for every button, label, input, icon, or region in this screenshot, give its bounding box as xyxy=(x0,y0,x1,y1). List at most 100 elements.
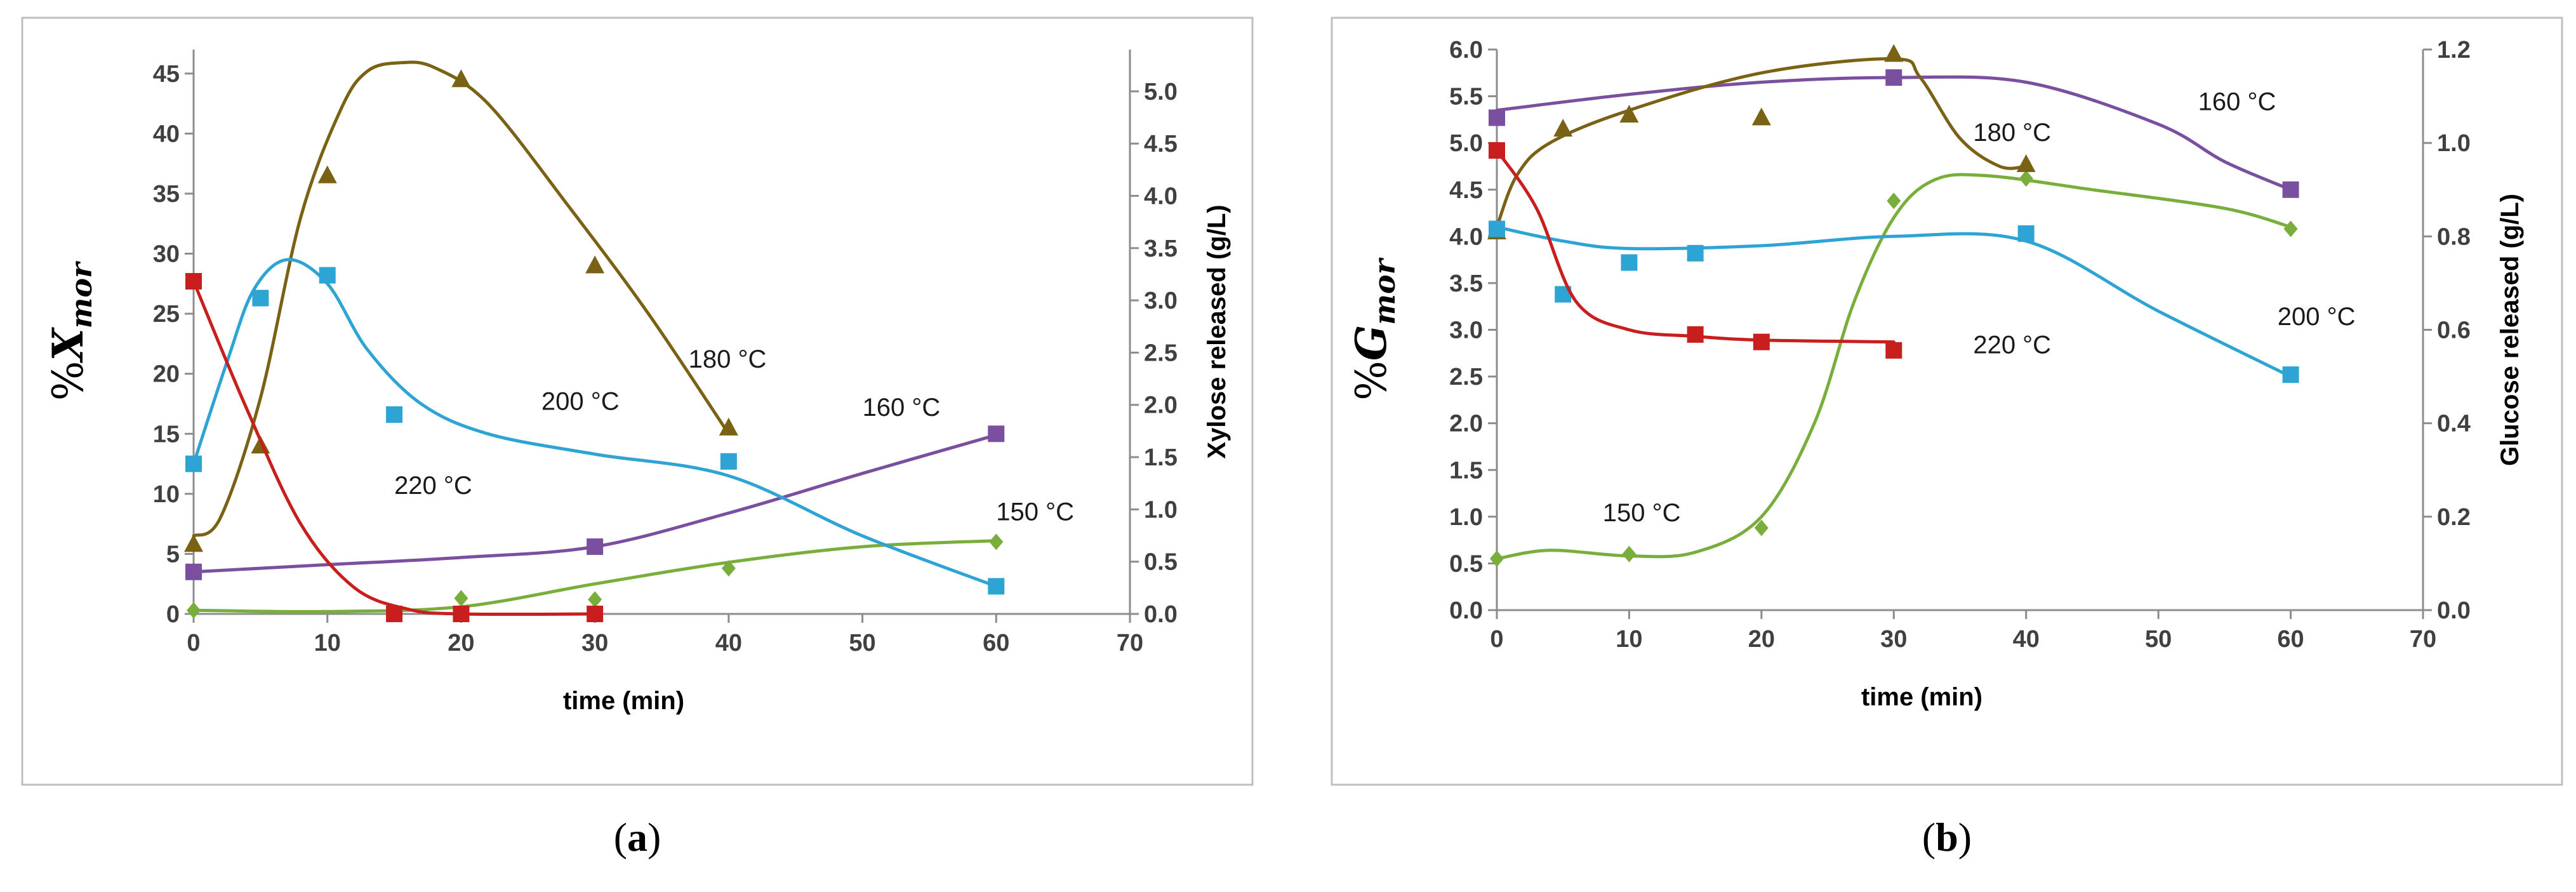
data-point-180 xyxy=(184,534,203,552)
data-point-150 xyxy=(588,591,602,608)
y2-tick-label: 0.5 xyxy=(1144,549,1178,576)
data-point-160 xyxy=(2282,181,2299,198)
data-point-150 xyxy=(1754,519,1769,536)
y-tick-label: 45 xyxy=(153,61,180,88)
y-axis-title-subscript: mor xyxy=(1367,256,1402,324)
series-line-200 xyxy=(1495,225,2293,378)
data-point-160 xyxy=(988,425,1005,443)
data-point-200 xyxy=(2282,366,2299,383)
data-point-220 xyxy=(1489,142,1505,159)
data-point-150 xyxy=(1622,545,1637,562)
x-tick-label: 60 xyxy=(2277,626,2304,653)
series-label-220: 220 °C xyxy=(394,472,472,500)
data-point-220 xyxy=(1687,326,1704,343)
data-point-150 xyxy=(2019,170,2033,187)
y-axis-title-a: %Xmor xyxy=(43,260,98,401)
y-tick-label: 3.5 xyxy=(1449,270,1483,297)
y-tick-label: 2.0 xyxy=(1449,411,1483,437)
y-tick-label: 1.5 xyxy=(1449,457,1483,484)
panel-a: 0 10 20 30 40 50 60 70 0 5 10 15 20 25 30 35 40 45 0.0 0.5 1… xyxy=(43,50,1231,715)
series-label-160: 160 °C xyxy=(863,394,941,422)
data-point-200 xyxy=(252,290,269,307)
data-point-200 xyxy=(2017,225,2035,242)
y-tick-label: 5.5 xyxy=(1449,84,1483,110)
y2-tick-label: 3.0 xyxy=(1144,288,1178,314)
data-point-150 xyxy=(454,590,468,607)
data-point-220 xyxy=(587,606,604,622)
data-point-220 xyxy=(1753,333,1770,350)
data-point-200 xyxy=(1687,244,1704,262)
y-tick-label: 0.0 xyxy=(1449,597,1483,624)
data-point-180 xyxy=(1884,44,1904,62)
y-tick-label: 30 xyxy=(153,241,180,268)
y-axis-title-b: %Gmor xyxy=(1346,256,1402,400)
series-line-150 xyxy=(192,539,998,613)
y-tick-label: 40 xyxy=(153,121,180,147)
data-point-180 xyxy=(317,165,337,183)
series-label-200: 200 °C xyxy=(2278,303,2356,331)
y-tick-label: 5.0 xyxy=(1449,130,1483,157)
series-line-180 xyxy=(1495,57,2028,229)
y-tick-label: 35 xyxy=(153,181,180,208)
data-point-160 xyxy=(1489,109,1505,126)
series-label-160: 160 °C xyxy=(2198,88,2276,116)
series-line-160 xyxy=(1495,75,2293,192)
data-point-180 xyxy=(1619,105,1639,123)
y2-tick-label: 4.0 xyxy=(1144,183,1178,210)
y2-tick-label: 0.0 xyxy=(1144,601,1178,628)
series-line-200 xyxy=(192,258,998,588)
data-point-180 xyxy=(719,417,738,436)
y-tick-label: 4.5 xyxy=(1449,177,1483,204)
data-point-200 xyxy=(988,578,1005,595)
series-line-150 xyxy=(1495,173,2293,561)
data-point-180 xyxy=(451,69,471,88)
panel-b: 0 10 20 30 40 50 60 700.00.51.01.52.02.53.03.54… xyxy=(1346,37,2524,711)
y2-axis-title-a: Xylose released (g/L) xyxy=(1203,204,1231,458)
x-axis-title-a: time (min) xyxy=(563,687,684,715)
series-label-180: 180 °C xyxy=(1973,119,2051,147)
data-point-150 xyxy=(187,602,201,619)
data-point-150 xyxy=(989,533,1004,550)
x-tick-label: 70 xyxy=(2410,626,2436,653)
y2-tick-label: 0.4 xyxy=(2437,411,2471,437)
x-tick-label: 0 xyxy=(1490,626,1503,653)
data-point-220 xyxy=(386,606,403,622)
x-tick-label: 10 xyxy=(1616,626,1642,653)
y-axis-title-percent: % xyxy=(44,361,93,401)
data-point-150 xyxy=(2283,220,2298,237)
x-tick-label: 20 xyxy=(448,630,474,656)
caption-b-letter: b xyxy=(1935,815,1958,860)
x-tick-label: 70 xyxy=(1117,630,1143,656)
data-point-160 xyxy=(587,538,604,556)
y-tick-label: 15 xyxy=(153,421,180,448)
panel-b-frame xyxy=(1331,17,2563,786)
series-line-180 xyxy=(192,60,731,538)
y2-tick-label: 0.0 xyxy=(2437,597,2471,624)
x-tick-label: 30 xyxy=(1880,626,1907,653)
y2-tick-label: 0.8 xyxy=(2437,223,2471,250)
x-tick-label: 30 xyxy=(581,630,608,656)
data-point-200 xyxy=(720,453,737,470)
data-point-180 xyxy=(585,255,605,274)
y2-tick-label: 4.5 xyxy=(1144,131,1178,157)
data-point-200 xyxy=(1621,254,1638,271)
y-tick-label: 3.0 xyxy=(1449,317,1483,344)
y2-tick-label: 2.5 xyxy=(1144,340,1178,366)
x-axis-title-b: time (min) xyxy=(1861,683,1982,711)
y-axis-title-symbol: G xyxy=(1346,325,1396,361)
data-point-220 xyxy=(1885,342,1902,359)
y-tick-label: 6.0 xyxy=(1449,37,1483,63)
y2-tick-label: 1.0 xyxy=(2437,130,2471,157)
y-tick-label: 0.5 xyxy=(1449,550,1483,577)
series-label-200: 200 °C xyxy=(541,387,620,415)
data-point-180 xyxy=(2016,154,2036,173)
y-tick-label: 20 xyxy=(153,361,180,388)
data-point-200 xyxy=(319,267,336,284)
panel-a-frame xyxy=(21,17,1254,786)
y-tick-label: 4.0 xyxy=(1449,223,1483,250)
data-point-150 xyxy=(1887,192,1901,210)
data-point-200 xyxy=(386,406,403,423)
data-point-180 xyxy=(1553,119,1573,137)
y-tick-label: 2.5 xyxy=(1449,364,1483,390)
